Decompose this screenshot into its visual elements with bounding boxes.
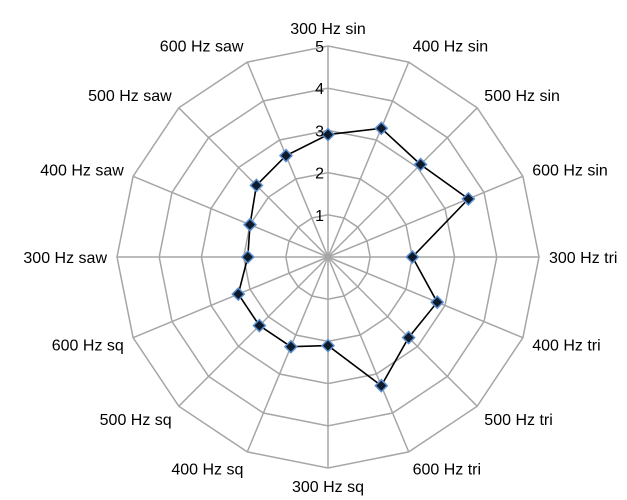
grid-spoke [246,256,329,453]
radial-tick-label: 5 [315,39,324,56]
radial-tick-label: 1 [315,208,324,225]
radar-series [231,121,476,393]
category-label: 600 Hz saw [160,38,244,55]
data-point-marker [283,339,298,354]
category-label: 400 Hz sq [171,462,243,479]
data-point-marker [249,178,264,193]
data-point-marker [413,157,428,172]
grid-spoke [327,107,478,258]
data-point-marker [240,249,255,265]
data-point-marker [461,191,476,206]
category-label: 300 Hz tri [549,250,617,267]
data-point-marker [374,378,389,393]
category-label: 300 Hz sq [292,479,364,496]
category-label: 500 Hz tri [484,412,552,429]
category-label: 600 Hz sq [52,338,124,355]
radial-tick-label: 3 [315,123,324,140]
radial-tick-label: 4 [315,81,324,98]
data-point-marker [405,249,420,265]
grid-spoke [327,175,524,258]
category-label: 400 Hz tri [532,338,600,355]
grid-spoke [327,256,410,453]
grid-spoke [132,175,329,258]
category-label: 500 Hz sq [100,412,172,429]
category-label: 300 Hz sin [290,21,366,38]
category-label: 300 Hz saw [23,250,107,267]
category-label: 600 Hz sin [532,162,608,179]
radar-grid [116,45,540,469]
data-point-marker [320,127,336,142]
data-point-marker [374,121,389,136]
category-label: 600 Hz tri [413,462,481,479]
data-point-marker [278,148,294,163]
grid-spoke [327,256,524,339]
data-point-marker [252,318,267,333]
data-point-marker [430,295,445,310]
grid-spoke [132,256,329,339]
data-point-marker [231,287,246,302]
radial-tick-label: 2 [315,166,324,183]
data-point-marker [401,330,416,345]
category-label: 500 Hz saw [88,88,172,105]
grid-spoke [327,61,410,258]
data-point-marker [320,338,336,353]
category-label: 400 Hz sin [413,38,489,55]
data-point-marker [242,217,258,232]
grid-spoke [327,256,478,407]
category-label: 500 Hz sin [484,88,560,105]
category-label: 400 Hz saw [40,162,124,179]
grid-spoke [178,256,329,407]
